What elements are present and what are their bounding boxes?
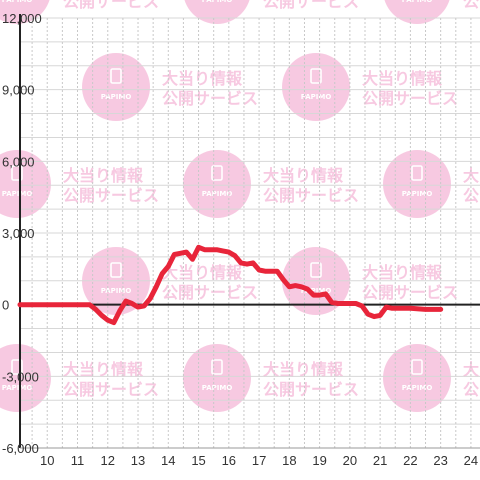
watermark-badge-circle [383,150,451,218]
watermark-line1: 大当り情報 [362,69,443,88]
phone-icon [11,359,23,375]
y-tick-label: 12,000 [2,11,42,26]
watermark-line1: 大当り情報 [263,166,344,185]
y-tick-label: 6,000 [2,154,35,169]
watermark-line2: 公開サービス [63,380,159,399]
x-tick-label: 20 [343,453,357,468]
x-tick-label: 16 [222,453,236,468]
watermark-line2: 公開サービス [463,186,480,205]
watermark-badge-circle [183,150,251,218]
x-tick-label: 11 [71,453,85,468]
x-tick-label: 19 [312,453,326,468]
watermark-badge-label: PAPIMO [301,287,332,295]
y-tick-label: 0 [2,298,9,313]
series-layer [17,244,444,326]
watermark-badge-circle [82,53,150,121]
watermark-badge-label: PAPIMO [2,190,33,198]
watermark-badge-label: PAPIMO [202,0,233,4]
watermark-line2: 公開サービス [263,0,359,11]
phone-icon [411,165,423,181]
watermark-line2: 公開サービス [263,380,359,399]
watermark-badge-circle [383,344,451,412]
x-tick-label: 23 [433,453,447,468]
watermark-badge-label: PAPIMO [2,0,33,4]
watermark-badge-label: PAPIMO [101,287,132,295]
watermark-line2: 公開サービス [463,0,480,11]
watermark-line1: 大当り情報 [263,360,344,379]
x-tick-label: 18 [282,453,296,468]
watermark-line2: 公開サービス [362,283,458,302]
watermark-line2: 公開サービス [63,0,159,11]
x-tick-label: 15 [191,453,205,468]
axis-layer [19,14,480,449]
watermark-line1: 大当り情報 [463,360,480,379]
watermark-line2: 公開サービス [63,186,159,205]
phone-icon [211,359,223,375]
watermark-line2: 公開サービス [162,89,258,108]
phone-icon [411,359,423,375]
watermark-badge-circle [282,53,350,121]
watermark-line1: 大当り情報 [63,360,144,379]
x-tick-label: 21 [373,453,387,468]
phone-icon [310,262,322,278]
y-tick-label: 9,000 [2,83,35,98]
watermark-badge-label: PAPIMO [301,93,332,101]
x-tick-label: 24 [464,453,478,468]
phone-icon [110,68,122,84]
watermark-badge-label: PAPIMO [402,0,433,4]
y-tick-label: 3,000 [2,226,35,241]
watermark-line2: 公開サービス [263,186,359,205]
x-tick-label: 17 [252,453,266,468]
watermark-layer: PAPIMO大当り情報公開サービスPAPIMO大当り情報公開サービスPAPIMO… [0,0,480,412]
x-tick-label: 22 [403,453,417,468]
watermark-line1: 大当り情報 [162,69,243,88]
phone-icon [310,68,322,84]
watermark-line1: 大当り情報 [362,263,443,282]
phone-icon [110,262,122,278]
y-tick-label: -3,000 [2,369,39,384]
watermark-badge-label: PAPIMO [202,384,233,392]
phone-icon [11,165,23,181]
watermark-badge-label: PAPIMO [202,190,233,198]
series-line-0 [17,244,444,326]
watermark-line1: 大当り情報 [162,263,243,282]
watermark-line1: 大当り情報 [63,166,144,185]
phone-icon [211,165,223,181]
watermark-line1: 大当り情報 [463,166,480,185]
y-tick-label: -6,000 [2,441,39,456]
watermark-badge-label: PAPIMO [402,384,433,392]
x-tick-label: 10 [40,453,54,468]
watermark-badge-circle [183,344,251,412]
watermark-badge-label: PAPIMO [2,384,33,392]
tick-label-layer: -6,000 -3,000 0 3,000 6,000 9,000 12,000 10 11 12… [2,11,478,468]
watermark-line2: 公開サービス [162,283,258,302]
watermark-badge-label: PAPIMO [402,190,433,198]
watermark-badge-circle [0,0,50,24]
watermark-line2: 公開サービス [463,380,480,399]
watermark-badge-label: PAPIMO [101,93,132,101]
x-tick-label: 13 [131,453,145,468]
x-tick-label: 12 [101,453,115,468]
x-tick-label: 14 [161,453,175,468]
grid-layer [20,17,480,449]
